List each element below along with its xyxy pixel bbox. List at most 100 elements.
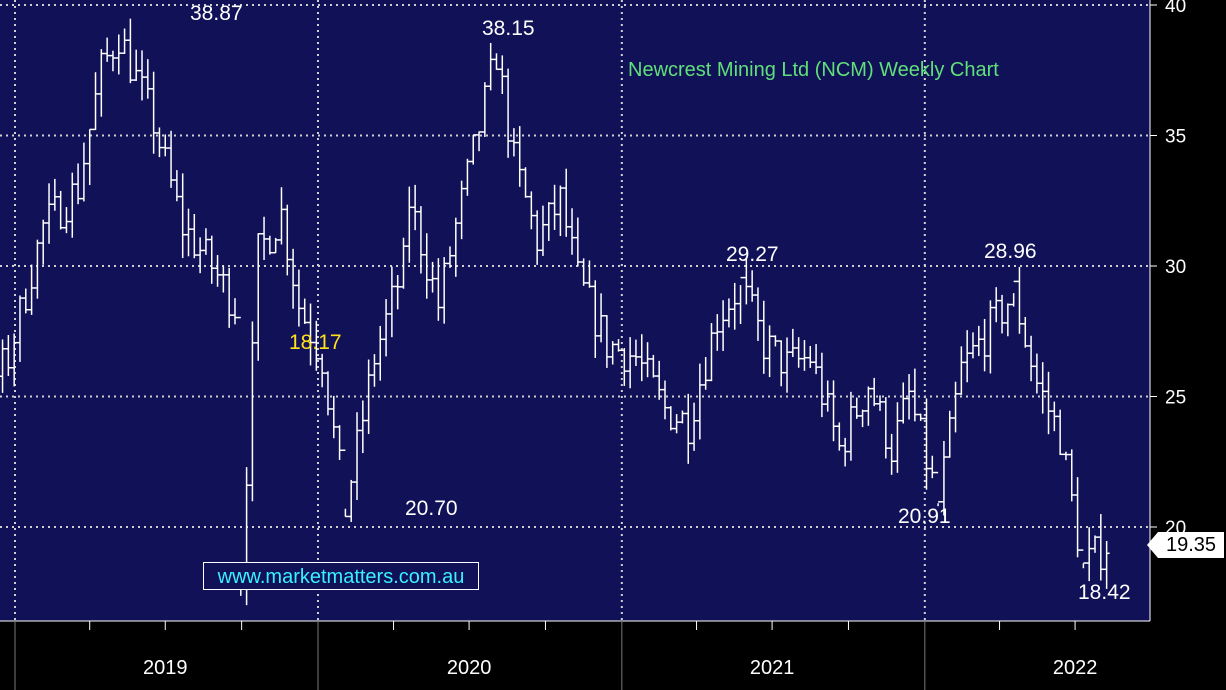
ohlc-bar (46, 183, 53, 244)
ohlc-bar (0, 339, 6, 393)
last-price-pointer (1147, 532, 1158, 558)
ohlc-bar (324, 371, 331, 416)
chart-title: Newcrest Mining Ltd (NCM) Weekly Chart (628, 59, 999, 81)
ohlc-bar (295, 269, 302, 327)
ohlc-bar (487, 42, 494, 91)
ohlc-bar (28, 264, 35, 315)
ohlc-bar (191, 213, 198, 259)
ohlc-bar (528, 191, 535, 230)
ohlc-bar (173, 170, 180, 202)
ohlc-bar (882, 397, 889, 459)
ohlc-bar (539, 205, 546, 256)
ohlc-bar (969, 332, 976, 359)
ohlc-bar (510, 128, 517, 157)
ohlc-bar (940, 440, 947, 516)
watermark-link[interactable]: www.marketmatters.com.au (203, 562, 479, 590)
ohlc-bar (1051, 401, 1058, 432)
ohlc-bar (993, 287, 1000, 323)
ohlc-bar (249, 321, 256, 502)
ohlc-bar (156, 127, 163, 158)
ohlc-bar (789, 328, 796, 358)
ohlc-bar (1004, 303, 1011, 337)
ohlc-bar (412, 184, 419, 231)
ohlc-bar (452, 217, 459, 277)
ohlc-bar (313, 320, 320, 371)
ohlc-bar (946, 410, 953, 458)
ohlc-bar (179, 173, 186, 259)
ohlc-bar (214, 255, 221, 287)
ohlc-bar (470, 134, 477, 165)
ohlc-bar (127, 18, 134, 84)
ohlc-bar (784, 337, 791, 393)
ohlc-bar (185, 208, 192, 257)
last-price-badge: 19.35 (1158, 532, 1224, 558)
ohlc-bar (417, 206, 424, 274)
annotation-high-2020: 38.15 (482, 17, 535, 40)
ohlc-bar (661, 380, 668, 420)
ohlc-bar (818, 352, 825, 418)
ohlc-bar (975, 325, 982, 357)
ohlc-bar (57, 190, 64, 230)
ohlc-bar (394, 275, 401, 310)
ohlc-bar (406, 186, 413, 263)
ohlc-bar (534, 210, 541, 265)
ohlc-bar (592, 280, 599, 358)
ohlc-bar (842, 437, 849, 467)
ohlc-bar (481, 82, 488, 137)
ohlc-bar (1074, 477, 1081, 558)
ohlc-bar (220, 266, 227, 293)
ohlc-bar (208, 235, 215, 284)
annotation-low-2020: 20.70 (405, 497, 458, 520)
ohlc-bar (330, 395, 337, 439)
ohlc-bar (557, 185, 564, 237)
ohlc-bar (987, 300, 994, 374)
ohlc-bar (342, 449, 349, 518)
ohlc-bar (702, 357, 709, 390)
ohlc-bar (133, 49, 140, 81)
ohlc-bar (545, 202, 552, 241)
ohlc-bar (423, 233, 430, 299)
ohlc-bar (1103, 541, 1110, 589)
ohlc-bar (935, 471, 942, 507)
ohlc-bar (824, 380, 831, 412)
ohlc-bar (731, 282, 738, 330)
ohlc-bar (1016, 266, 1023, 334)
ohlc-bar (981, 318, 988, 372)
ohlc-bar (22, 288, 29, 314)
ohlc-bar (754, 287, 761, 341)
ohlc-bar (766, 325, 773, 378)
ohlc-bar (388, 266, 395, 338)
annotation-recent-low: 18.42 (1078, 581, 1131, 604)
ohlc-bar (638, 334, 645, 382)
ohlc-bar (760, 300, 767, 374)
ohlc-bar (1039, 362, 1046, 414)
ohlc-bar (98, 49, 105, 117)
ohlc-bar (865, 386, 872, 426)
ohlc-bar (284, 204, 291, 276)
ohlc-bar (807, 345, 814, 368)
ohlc-bar (609, 341, 616, 365)
ohlc-bar (917, 413, 924, 421)
ohlc-bar (266, 235, 273, 255)
ohlc-bar (580, 258, 587, 286)
ohlc-bar (115, 34, 122, 75)
ohlc-bar (371, 354, 378, 387)
ohlc-bar (569, 208, 576, 255)
ohlc-bar (795, 337, 802, 368)
ohlc-bar (75, 163, 82, 205)
annotation-high-2022: 28.96 (984, 240, 1037, 263)
ohlc-bar (999, 294, 1006, 334)
annotation-low-2022: 20.91 (898, 505, 951, 528)
ohlc-bar (830, 380, 837, 442)
ohlc-bar (446, 246, 453, 268)
ohlc-bar (1010, 280, 1017, 307)
x-axis-ticks: 2019 2020 2021 2022 (14, 621, 1097, 690)
ohlc-bar (696, 363, 703, 440)
ohlc-bar (650, 354, 657, 378)
ohlc-bar (679, 410, 686, 424)
ohlc-bar (900, 382, 907, 424)
ohlc-bar (574, 217, 581, 267)
ohlc-bar (499, 55, 506, 95)
ohlc-bar (656, 360, 663, 400)
ohlc-bar (522, 167, 529, 198)
